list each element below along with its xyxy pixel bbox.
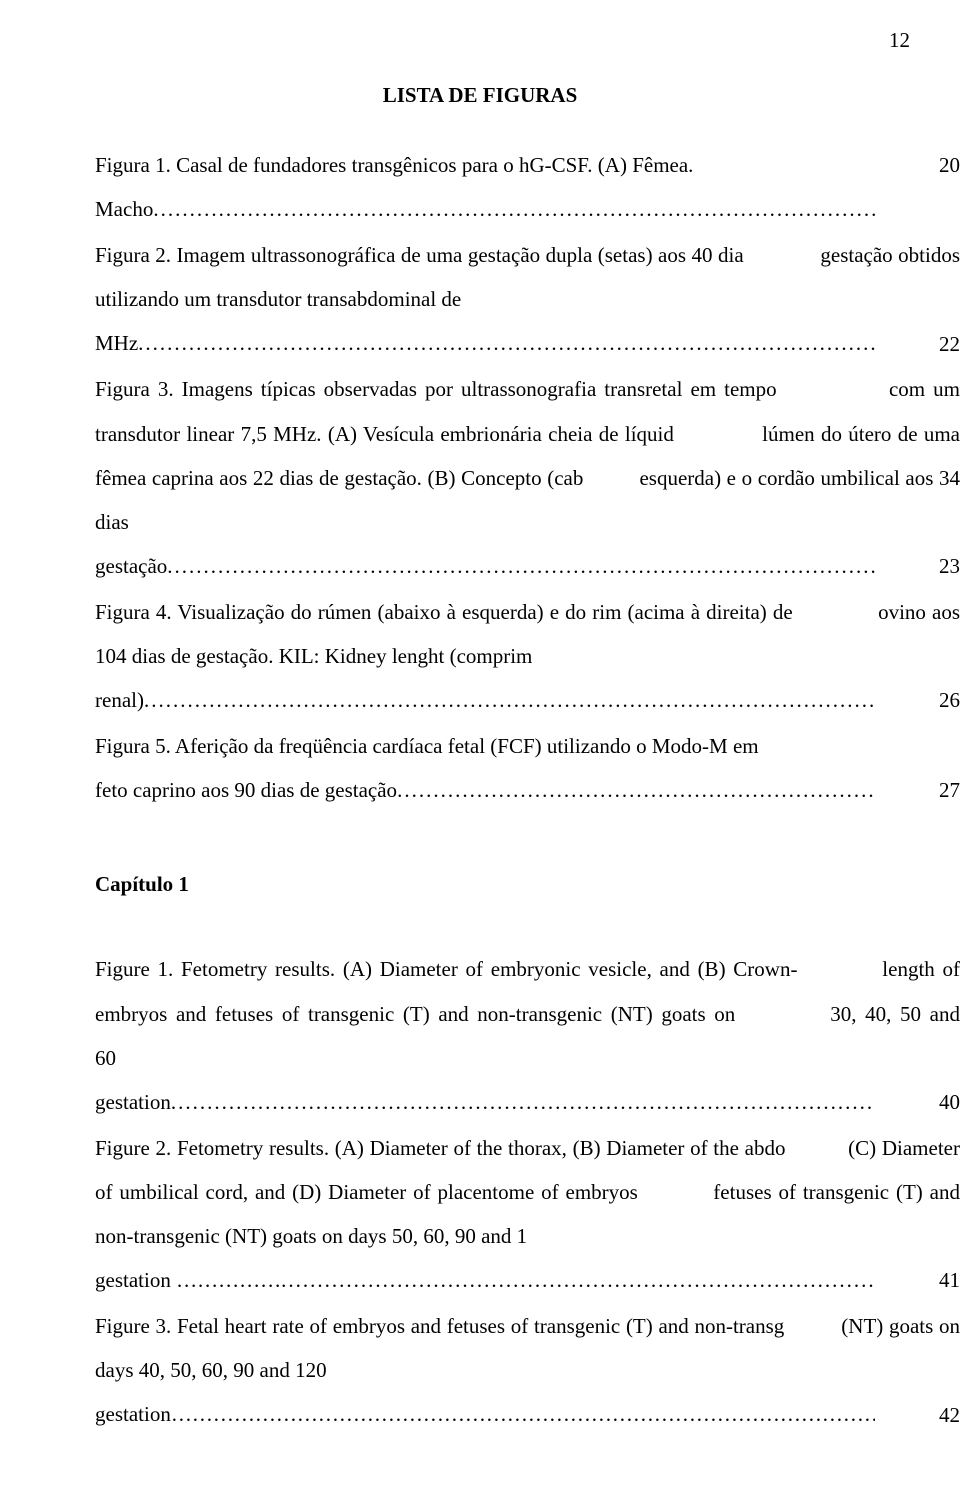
leader-dots bbox=[153, 187, 875, 231]
leader-dots bbox=[171, 1080, 875, 1124]
list-item: Figure 3. Fetal heart rate of embryos an… bbox=[95, 1304, 960, 1436]
list-item: Figura 4. Visualização do rúmen (abaixo … bbox=[95, 590, 960, 722]
chapter-figure-list: Figure 1. Fetometry results. (A) Diamete… bbox=[95, 947, 920, 1436]
entry-page-number: 20 bbox=[939, 143, 960, 187]
entry-body: Figure 3. Fetal heart rate of embryos an… bbox=[95, 1304, 960, 1392]
leader-dots bbox=[171, 1392, 875, 1436]
entry-last-line: MHz bbox=[95, 321, 138, 365]
list-item: Figura 3. Imagens típicas observadas por… bbox=[95, 367, 960, 587]
entry-last-line: gestação bbox=[95, 544, 167, 588]
entry-body: Figura 1. Casal de fundadores transgênic… bbox=[95, 143, 960, 187]
entry-page-number: 27 bbox=[939, 768, 960, 812]
entry-page-number: 42 bbox=[939, 1393, 960, 1437]
entry-page-number: 41 bbox=[939, 1258, 960, 1302]
leader-dots bbox=[281, 1258, 875, 1302]
entry-last-line: gestation …………… bbox=[95, 1258, 281, 1302]
entry-page-number: 22 bbox=[939, 322, 960, 366]
entry-body: Figura 2. Imagem ultrassonográfica de um… bbox=[95, 233, 960, 321]
entry-last-line: gestation bbox=[95, 1392, 171, 1436]
figure-list: Figura 1. Casal de fundadores transgênic… bbox=[95, 143, 920, 812]
page-number: 12 bbox=[889, 28, 910, 53]
entry-body: Figura 3. Imagens típicas observadas por… bbox=[95, 367, 960, 543]
list-item: Figura 1. Casal de fundadores transgênic… bbox=[95, 143, 960, 231]
leader-dots bbox=[138, 321, 875, 365]
leader-dots bbox=[144, 678, 875, 722]
entry-body: Figura 5. Aferição da freqüência cardíac… bbox=[95, 724, 960, 768]
entry-last-line: Macho bbox=[95, 187, 153, 231]
entry-page-number: 23 bbox=[939, 544, 960, 588]
list-item: Figure 2. Fetometry results. (A) Diamete… bbox=[95, 1126, 960, 1302]
leader-dots bbox=[167, 544, 875, 588]
entry-last-line: renal) bbox=[95, 678, 144, 722]
entry-body: Figura 4. Visualização do rúmen (abaixo … bbox=[95, 590, 960, 678]
list-item: Figure 1. Fetometry results. (A) Diamete… bbox=[95, 947, 960, 1123]
entry-body: Figure 1. Fetometry results. (A) Diamete… bbox=[95, 947, 960, 1079]
entry-body: Figure 2. Fetometry results. (A) Diamete… bbox=[95, 1126, 960, 1258]
leader-dots bbox=[397, 768, 875, 812]
page-title: LISTA DE FIGURAS bbox=[95, 83, 865, 108]
entry-page-number: 26 bbox=[939, 678, 960, 722]
entry-last-line: gestation bbox=[95, 1080, 171, 1124]
entry-last-line: feto caprino aos 90 dias de gestação bbox=[95, 768, 397, 812]
entry-page-number: 40 bbox=[939, 1080, 960, 1124]
list-item: Figura 5. Aferição da freqüência cardíac… bbox=[95, 724, 960, 812]
document-page: 12 LISTA DE FIGURAS Figura 1. Casal de f… bbox=[0, 0, 960, 1498]
list-item: Figura 2. Imagem ultrassonográfica de um… bbox=[95, 233, 960, 365]
chapter-heading: Capítulo 1 bbox=[95, 872, 920, 897]
